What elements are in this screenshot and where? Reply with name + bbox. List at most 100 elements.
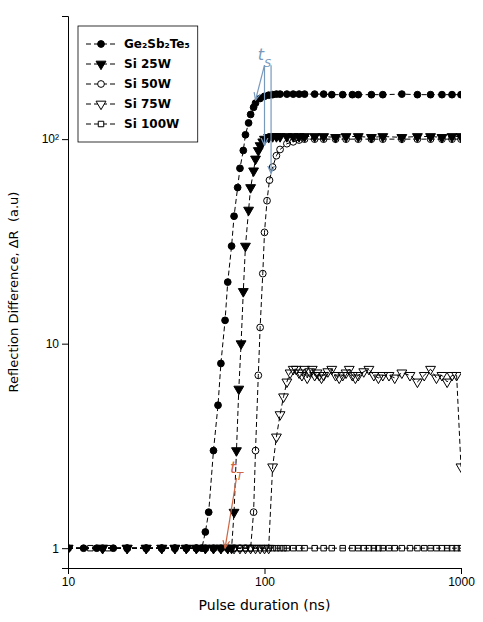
data-point <box>261 229 268 236</box>
data-point <box>181 545 191 554</box>
data-point <box>338 372 348 381</box>
data-point <box>122 545 132 554</box>
data-point <box>68 545 73 554</box>
legend: Ge₂Sb₂Te₅Si 25WSi 50WSi 75WSi 100W <box>78 26 198 142</box>
data-point <box>458 91 461 98</box>
data-point <box>300 134 310 143</box>
data-point <box>334 375 344 384</box>
series <box>68 136 461 552</box>
data-point <box>302 545 307 550</box>
data-point <box>364 366 374 375</box>
data-point <box>88 545 93 550</box>
legend-marker <box>98 41 105 48</box>
y-axis-line <box>62 17 69 569</box>
data-point <box>105 545 110 550</box>
y-tick-mark <box>62 548 68 549</box>
data-point <box>414 136 421 143</box>
series-line <box>68 548 461 549</box>
data-point <box>399 545 404 550</box>
data-point <box>437 372 447 381</box>
legend-marker <box>98 121 103 126</box>
data-point <box>158 545 165 552</box>
data-point <box>356 545 361 550</box>
data-point <box>343 136 350 143</box>
x-tick: 1000 <box>448 568 475 589</box>
x-tick-label: 100 <box>255 575 275 589</box>
series <box>68 91 461 552</box>
data-point <box>172 545 177 550</box>
data-point <box>143 545 148 550</box>
data-point <box>228 243 235 250</box>
data-point <box>274 545 279 550</box>
data-point <box>237 545 242 550</box>
data-point <box>456 464 461 473</box>
y-tick-mark <box>62 344 68 345</box>
plot-area: 10100100011010²tStTGe₂Sb₂Te₅Si 25WSi 50W… <box>42 17 476 589</box>
data-point <box>124 545 129 550</box>
data-point <box>215 402 222 409</box>
data-point <box>246 545 256 554</box>
legend-entry: Si 25W <box>86 57 171 71</box>
data-point <box>222 317 229 324</box>
data-point <box>272 434 282 443</box>
data-point <box>290 545 295 550</box>
annotations: tStT <box>225 45 271 548</box>
data-point <box>170 545 180 554</box>
y-axis: 11010² <box>42 17 69 569</box>
y-tick: 1 <box>52 542 68 556</box>
series-line <box>68 139 461 548</box>
x-tick-label: 10 <box>62 575 76 589</box>
data-point <box>234 184 241 191</box>
annotation-arrow <box>270 65 271 173</box>
data-point <box>426 134 436 143</box>
data-point <box>244 207 254 216</box>
annotation-arrow <box>225 478 236 548</box>
data-point <box>98 545 108 554</box>
data-point <box>359 369 369 378</box>
data-point <box>368 136 375 143</box>
x-tick: 10 <box>62 568 76 589</box>
data-point <box>122 545 132 554</box>
legend-label: Si 100W <box>124 117 179 131</box>
data-point <box>361 545 366 550</box>
data-point <box>231 545 238 552</box>
y-axis-title: Reflection Difference, ΔR (a.u) <box>6 192 21 393</box>
data-point <box>320 136 327 143</box>
data-point <box>238 289 248 298</box>
legend-entry: Si 75W <box>86 97 171 111</box>
data-point <box>319 134 329 143</box>
data-point <box>259 270 266 277</box>
data-point <box>277 545 282 550</box>
data-point <box>246 185 256 194</box>
data-point <box>277 91 284 98</box>
legend-marker <box>96 61 106 70</box>
data-point <box>442 379 452 388</box>
data-point <box>284 91 291 98</box>
data-point <box>329 545 334 550</box>
data-point <box>266 177 273 184</box>
data-point <box>203 545 208 550</box>
data-point <box>247 111 254 118</box>
data-point <box>427 136 434 143</box>
data-point <box>68 545 71 550</box>
legend-marker <box>98 81 105 88</box>
series-line <box>68 94 461 548</box>
legend-marker <box>96 101 106 110</box>
data-point <box>458 545 461 550</box>
data-point <box>353 134 363 143</box>
annotation-text: tT <box>230 458 244 483</box>
data-point <box>392 545 397 550</box>
data-point <box>234 386 244 395</box>
data-point <box>231 545 236 550</box>
data-point <box>339 91 346 98</box>
data-point <box>428 545 433 550</box>
data-point <box>378 134 388 143</box>
data-point <box>369 372 379 381</box>
data-point <box>366 135 376 144</box>
data-point <box>368 91 375 98</box>
data-point <box>250 509 257 516</box>
data-point <box>264 197 271 204</box>
data-point <box>245 120 252 127</box>
data-point <box>312 545 317 550</box>
data-point <box>458 136 461 143</box>
